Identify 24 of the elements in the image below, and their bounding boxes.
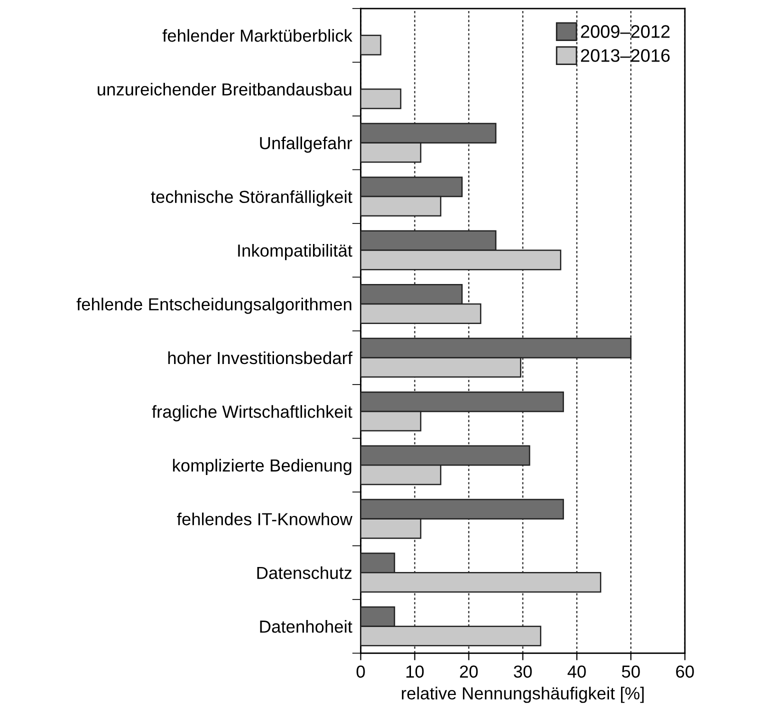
y-tick-label: fragliche Wirtschaftlichkeit [152, 405, 352, 422]
x-tick-label: 30 [514, 665, 532, 678]
y-tick-label: Datenhoheit [260, 620, 352, 633]
y-tick-label: komplizierte Bedienung [173, 458, 352, 476]
x-axis-title: relative Nennungshäufigkeit [%] [402, 686, 644, 703]
bar [360, 34, 382, 56]
x-tick-label: 40 [568, 665, 586, 678]
y-tick-label: fehlender Marktüberblick [162, 29, 352, 42]
y-tick-label: fehlendes IT-Knowhow [176, 512, 352, 526]
y-tick-label: unzureichender Breitbandausbau [98, 82, 352, 96]
legend-label: 2009–2012 [581, 25, 670, 38]
y-tick-label: fehlende Entscheidungsalgorithmen [76, 298, 352, 314]
y-tick-label: technische Störanfälligkeit [150, 190, 352, 206]
x-tick-label: 10 [406, 665, 424, 678]
x-tick-label: 0 [356, 665, 365, 678]
y-tick-label: Unfallgefahr [260, 136, 352, 153]
x-tick-label: 50 [622, 665, 640, 678]
bar [360, 88, 402, 110]
y-tick-label: Inkompatibilität [238, 244, 352, 260]
x-tick-label: 20 [460, 665, 478, 678]
legend-label: 2013–2016 [581, 49, 670, 62]
x-tick-label: 60 [676, 665, 694, 678]
y-tick-label: Datenschutz [257, 566, 352, 580]
y-tick-label: hoher Investitionsbedarf [168, 351, 352, 364]
